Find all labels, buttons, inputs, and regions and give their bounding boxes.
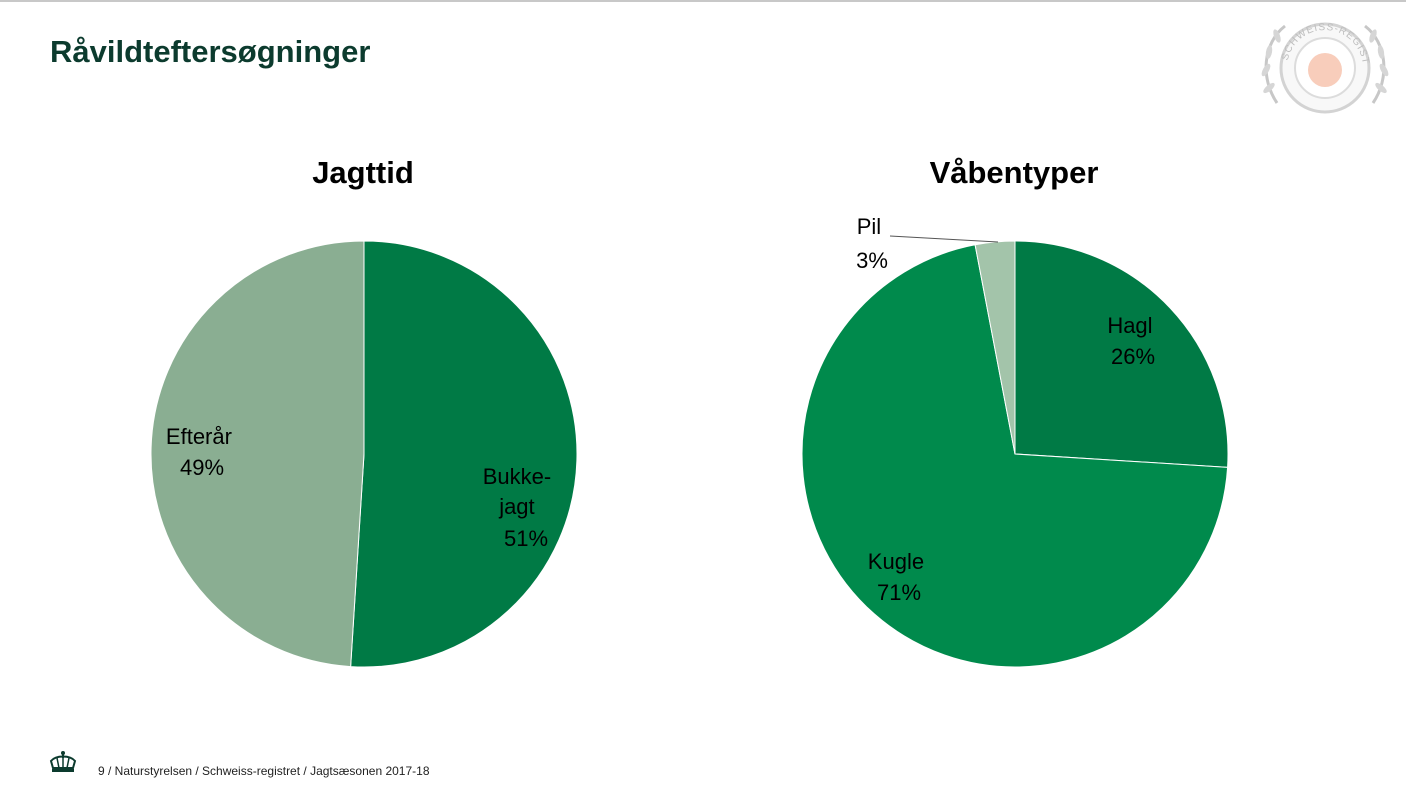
slice-label-bukkejagt: Bukke- jagt 51% bbox=[483, 464, 558, 551]
footer-text: 9 / Naturstyrelsen / Schweiss-registret … bbox=[98, 764, 430, 778]
pil-leader-line bbox=[889, 235, 999, 243]
chart-title-jagttid: Jagttid bbox=[312, 155, 414, 190]
top-rule bbox=[0, 0, 1406, 2]
chart-title-vaabentyper: Våbentyper bbox=[930, 155, 1099, 190]
pie-slice-efteraar bbox=[150, 240, 365, 668]
slice-label-pil: Pil 3% bbox=[856, 214, 888, 273]
pie-slice-hagl bbox=[1014, 240, 1229, 468]
slide-title: Råvildteftersøgninger bbox=[50, 34, 371, 69]
slice-label-efteraar: Efterår 49% bbox=[166, 424, 238, 480]
charts-canvas: Jagttid Bukke- jagt 51% Efterår 49% Våbe… bbox=[150, 155, 1229, 668]
pie-chart-vaabentyper: Våbentyper Hagl 26% Kugle 71% Pil 3% bbox=[801, 155, 1229, 668]
pie-slice-kugle bbox=[801, 244, 1229, 668]
schweiss-registret-seal-logo: SCHWEISS-REGISTRET bbox=[1255, 8, 1389, 114]
pie-chart-jagttid: Jagttid Bukke- jagt 51% Efterår 49% bbox=[150, 155, 578, 668]
crown-icon bbox=[49, 751, 77, 772]
slice-label-hagl: Hagl 26% bbox=[1107, 313, 1158, 369]
slice-label-kugle: Kugle 71% bbox=[868, 549, 930, 605]
pie-slice-bukkejagt bbox=[350, 240, 578, 668]
